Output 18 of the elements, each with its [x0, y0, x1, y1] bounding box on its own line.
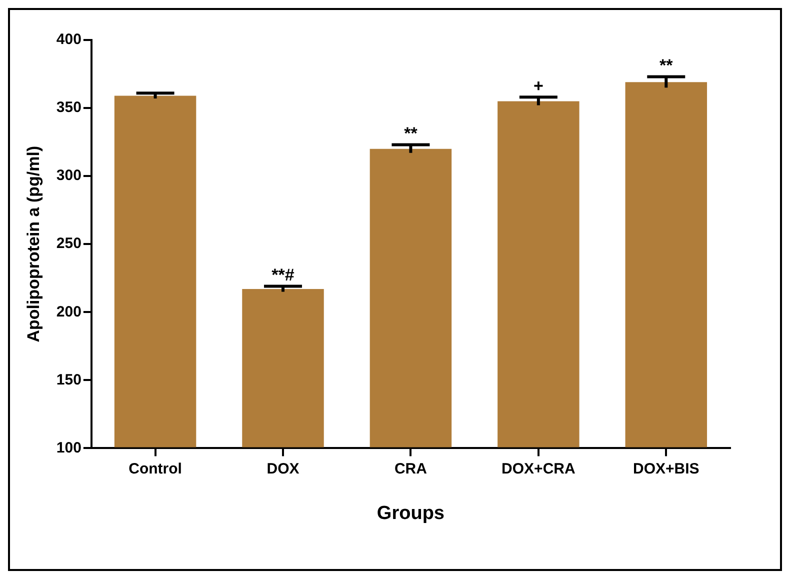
x-axis-title: Groups — [376, 502, 444, 524]
y-tick-label: 100 — [56, 439, 82, 456]
x-tick-label: DOX+CRA — [502, 460, 576, 478]
x-tick-label: Control — [128, 460, 182, 478]
y-tick-label: 300 — [56, 167, 82, 184]
y-tick-label: 350 — [56, 99, 82, 116]
x-tick-label: DOX — [266, 460, 300, 478]
x-tick-label: CRA — [394, 460, 428, 478]
y-tick-label: 250 — [56, 235, 82, 252]
y-tick-label: 200 — [56, 303, 82, 320]
y-tick-label: 400 — [56, 31, 82, 48]
annotation: ** — [660, 56, 674, 75]
annotation: **# — [272, 265, 295, 284]
annotation: + — [533, 76, 544, 96]
x-tick-label: DOX+BIS — [633, 460, 700, 478]
y-axis-title: Apolipoprotein a (pg/ml) — [24, 146, 43, 342]
y-tick-label: 150 — [56, 371, 82, 388]
annotation: ** — [404, 124, 418, 143]
